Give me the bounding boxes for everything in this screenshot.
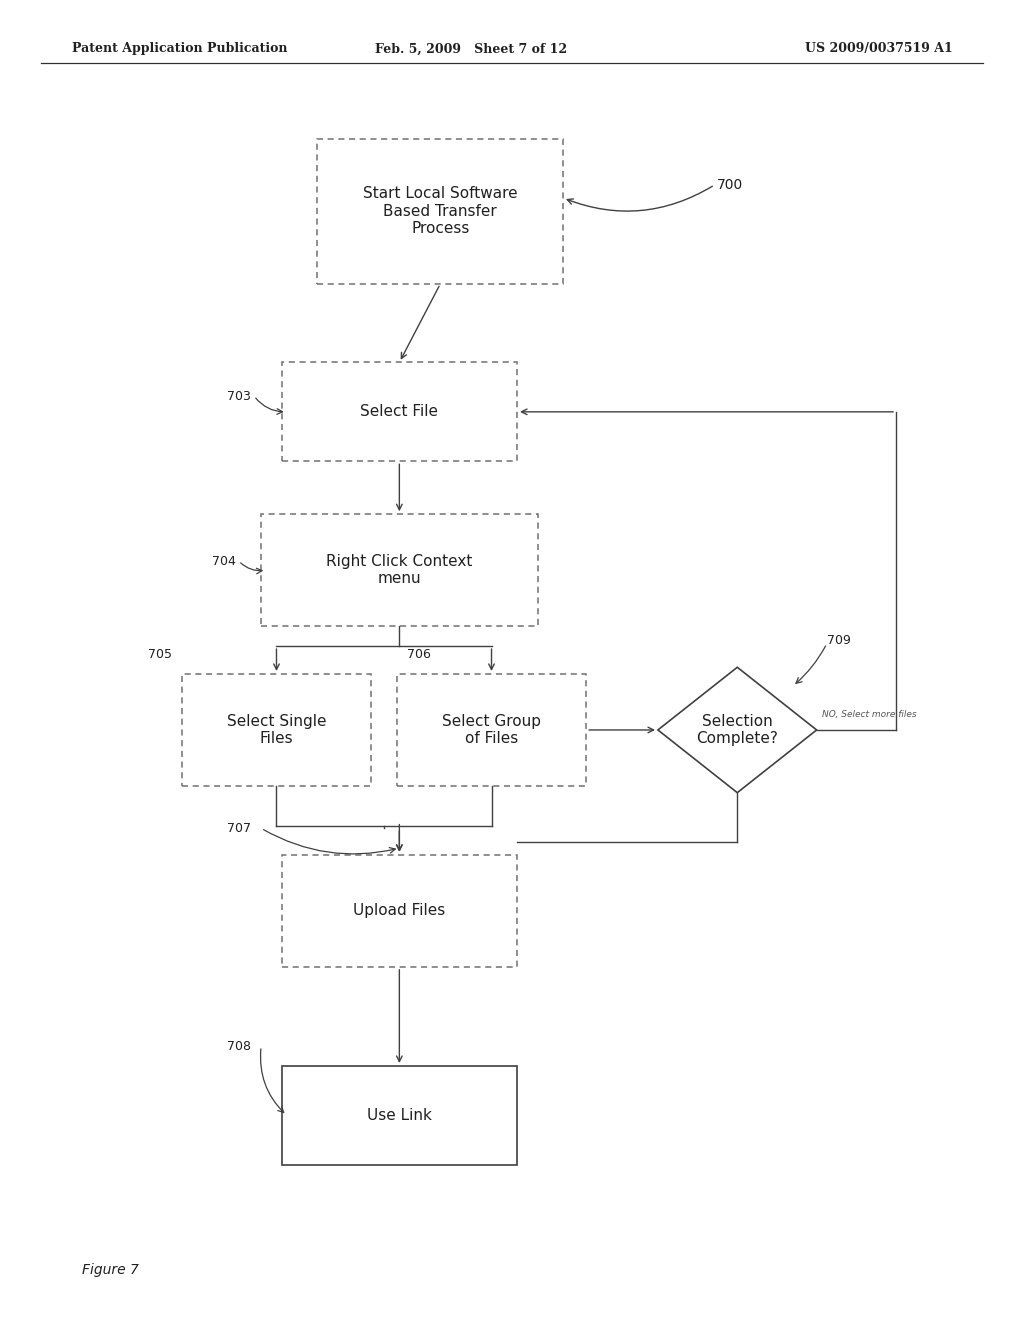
Text: 709: 709 bbox=[827, 635, 851, 647]
Text: Right Click Context
menu: Right Click Context menu bbox=[327, 554, 472, 586]
Bar bbox=[261, 515, 538, 627]
Text: Select File: Select File bbox=[360, 404, 438, 420]
Bar bbox=[396, 673, 586, 785]
Bar bbox=[282, 1067, 517, 1166]
Bar bbox=[282, 855, 517, 966]
Text: 704: 704 bbox=[212, 554, 236, 568]
Text: 708: 708 bbox=[227, 1040, 251, 1052]
Text: Start Local Software
Based Transfer
Process: Start Local Software Based Transfer Proc… bbox=[362, 186, 518, 236]
Bar bbox=[182, 673, 372, 785]
Bar bbox=[317, 139, 563, 284]
Text: Patent Application Publication: Patent Application Publication bbox=[72, 42, 287, 55]
Text: Select Single
Files: Select Single Files bbox=[226, 714, 327, 746]
Text: 703: 703 bbox=[227, 389, 251, 403]
Bar bbox=[282, 363, 517, 462]
Text: US 2009/0037519 A1: US 2009/0037519 A1 bbox=[805, 42, 952, 55]
Text: 706: 706 bbox=[407, 648, 431, 660]
Text: Upload Files: Upload Files bbox=[353, 903, 445, 919]
Text: NO, Select more files: NO, Select more files bbox=[821, 710, 916, 719]
Text: 705: 705 bbox=[147, 648, 172, 660]
Polygon shape bbox=[657, 668, 817, 792]
Text: Figure 7: Figure 7 bbox=[82, 1263, 139, 1276]
Text: Feb. 5, 2009   Sheet 7 of 12: Feb. 5, 2009 Sheet 7 of 12 bbox=[375, 42, 567, 55]
Text: 700: 700 bbox=[717, 178, 743, 191]
Text: 707: 707 bbox=[227, 822, 251, 834]
Text: Use Link: Use Link bbox=[367, 1107, 432, 1123]
Text: Selection
Complete?: Selection Complete? bbox=[696, 714, 778, 746]
Text: Select Group
of Files: Select Group of Files bbox=[442, 714, 541, 746]
